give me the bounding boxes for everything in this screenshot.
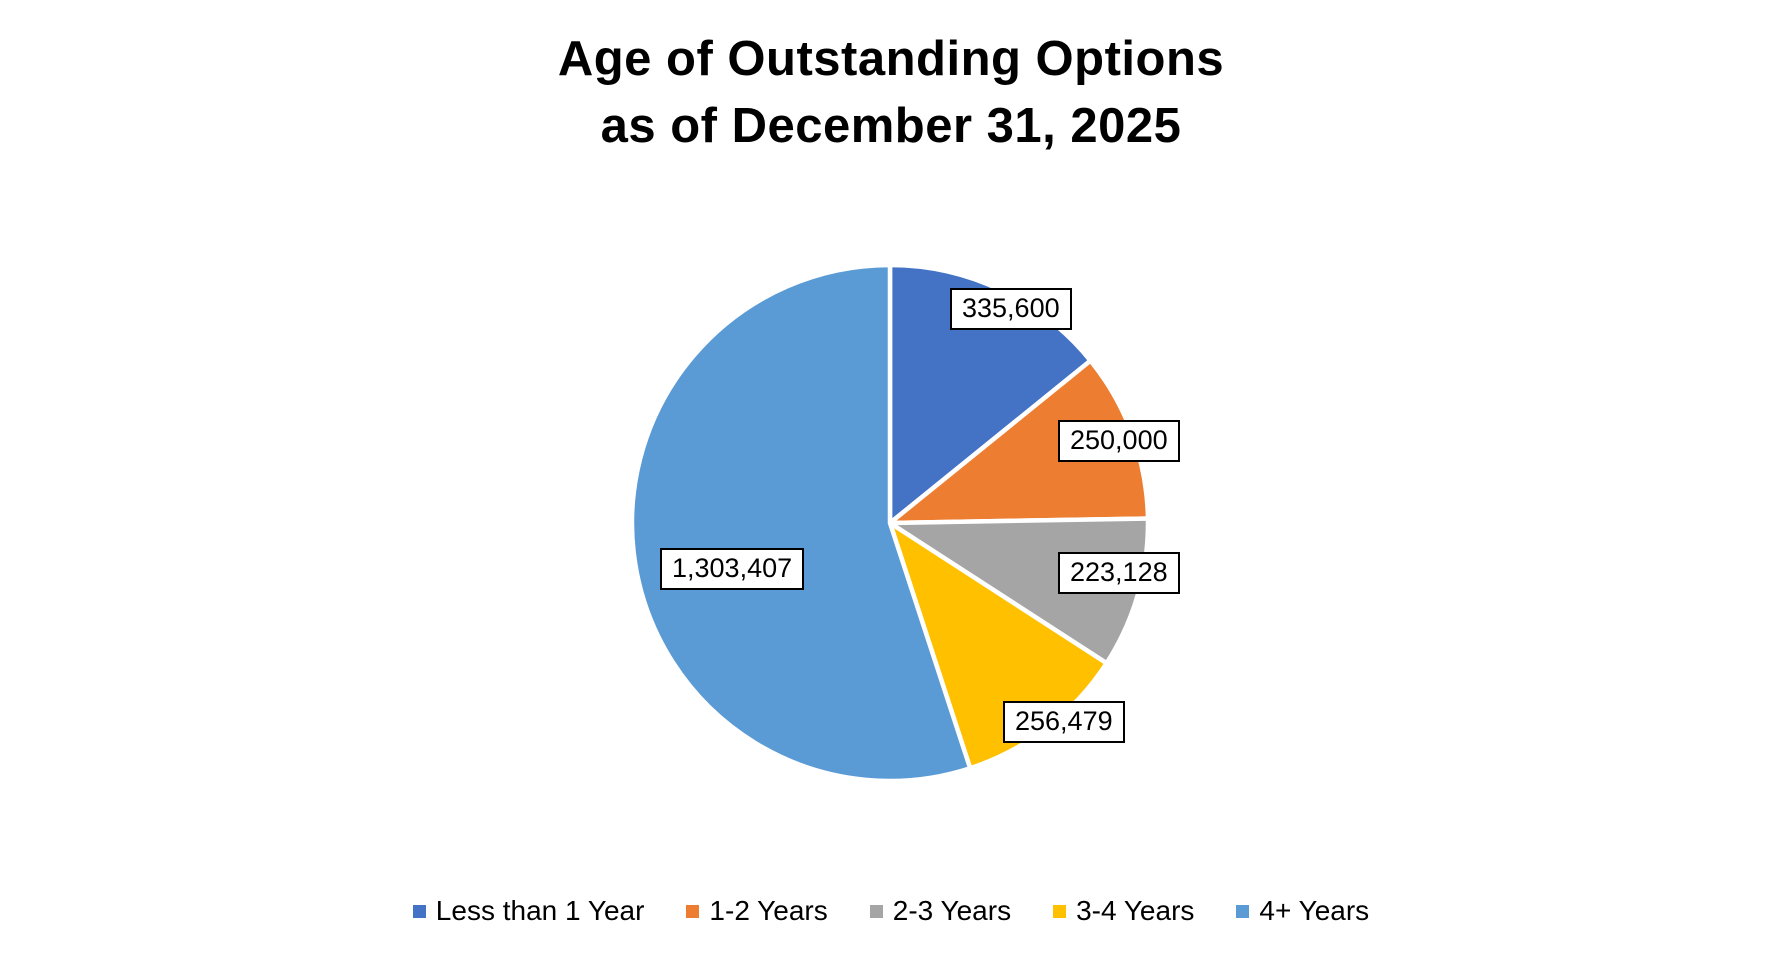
legend-item-2-3-years[interactable]: 2-3 Years <box>869 895 1012 927</box>
legend-marker-1-2-years-icon <box>686 904 700 918</box>
data-label-less-than-1-year: 335,600 <box>950 288 1072 330</box>
legend-item-3-4-years[interactable]: 3-4 Years <box>1053 895 1194 927</box>
chart-title-line2: as of December 31, 2025 <box>600 99 1182 153</box>
legend-marker-less-than-1-year-icon <box>412 904 426 918</box>
legend: Less than 1 Year 1-2 Years 2-3 Years 3-4… <box>0 895 1782 927</box>
data-label-3-4-years: 256,479 <box>1003 701 1125 743</box>
chart-title: Age of Outstanding Options as of Decembe… <box>0 26 1782 160</box>
legend-label-2-3-years: 2-3 Years <box>892 895 1012 926</box>
legend-label-1-2-years: 1-2 Years <box>709 895 828 926</box>
legend-marker-3-4-years-icon <box>1053 904 1067 918</box>
legend-item-less-than-1-year[interactable]: Less than 1 Year <box>412 895 645 927</box>
legend-item-4-plus-years[interactable]: 4+ Years <box>1236 895 1369 927</box>
legend-label-4-plus-years: 4+ Years <box>1259 895 1370 926</box>
legend-label-3-4-years: 3-4 Years <box>1076 895 1195 926</box>
chart-title-line1: Age of Outstanding Options <box>557 32 1225 86</box>
legend-marker-2-3-years-icon <box>869 904 883 918</box>
legend-marker-4-plus-years-icon <box>1236 904 1250 918</box>
data-label-1-2-years: 250,000 <box>1058 420 1180 462</box>
pie-slice-4-years[interactable] <box>629 262 973 784</box>
legend-item-1-2-years[interactable]: 1-2 Years <box>686 895 828 927</box>
legend-label-less-than-1-year: Less than 1 Year <box>435 895 645 926</box>
data-label-2-3-years: 223,128 <box>1058 552 1180 594</box>
data-label-4-plus-years: 1,303,407 <box>660 548 805 590</box>
